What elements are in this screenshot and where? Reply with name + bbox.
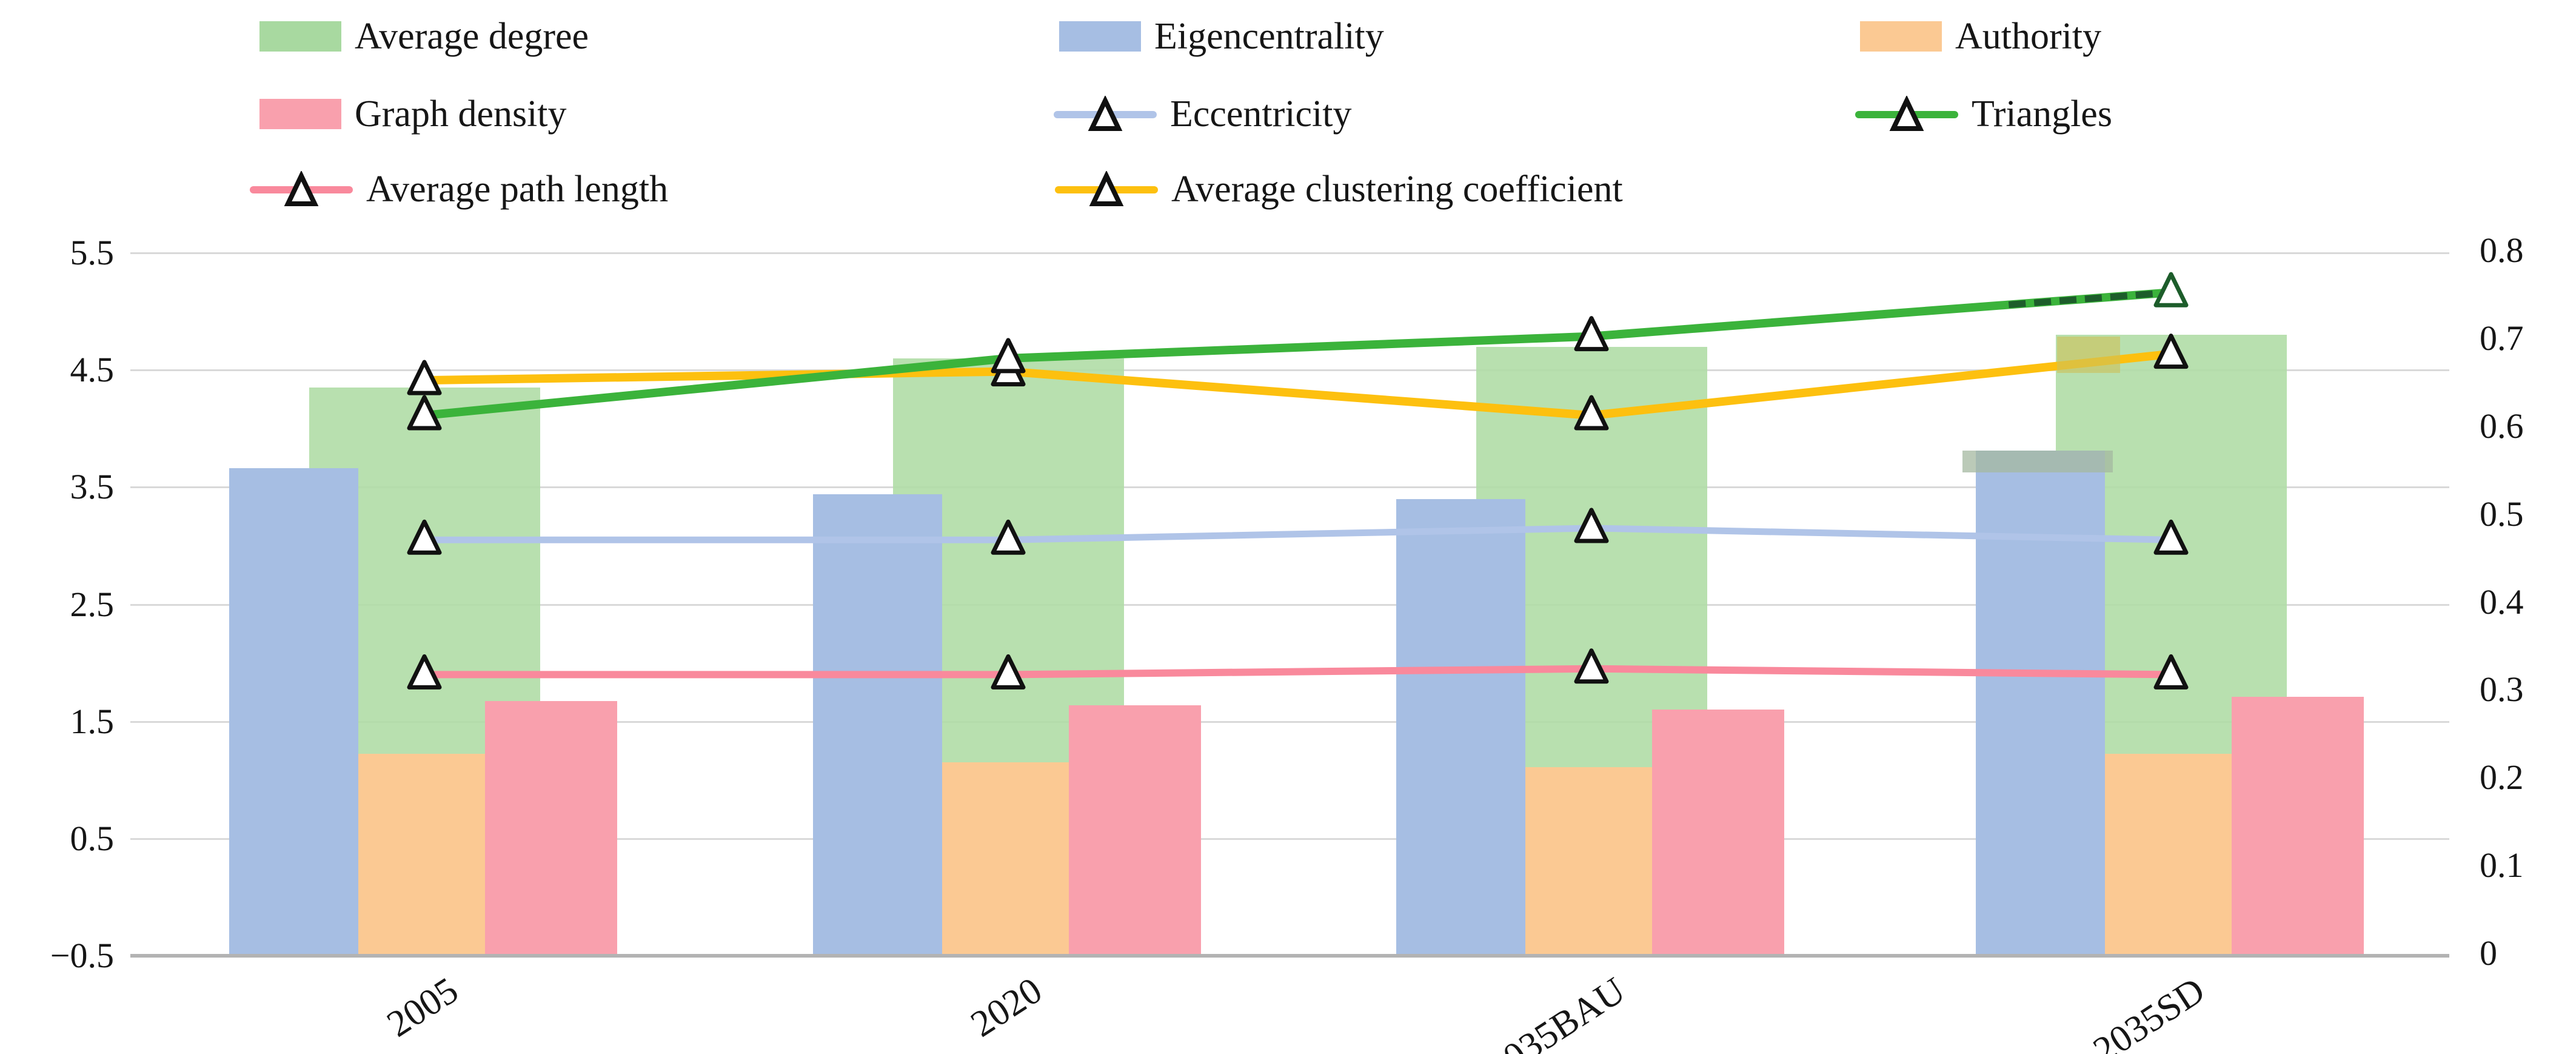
left-axis-tick: 3.5 bbox=[70, 467, 115, 507]
average-clustering-coefficient-line-marker-icon bbox=[1055, 170, 1158, 209]
right-axis-tick: 0.6 bbox=[2480, 406, 2524, 446]
bar-graph-density-2020 bbox=[1069, 705, 1201, 956]
eigencentrality-swatch-icon bbox=[1059, 21, 1141, 52]
legend-label: Graph density bbox=[355, 93, 567, 135]
marker-triangle-average-path-length-2035bau bbox=[1574, 648, 1609, 684]
gridline bbox=[130, 369, 2449, 372]
legend-label: Eccentricity bbox=[1170, 93, 1352, 135]
artifacts-layer bbox=[130, 253, 2449, 956]
x-axis-label-2020: 2020 bbox=[963, 969, 1049, 1046]
line-average-path-length bbox=[421, 665, 2175, 679]
marker-triangle-eccentricity-2020 bbox=[991, 519, 1026, 555]
authority-swatch-icon bbox=[1860, 21, 1942, 52]
line-average-clustering-coefficient bbox=[420, 349, 2175, 420]
marker-triangle-eccentricity-2005 bbox=[407, 519, 442, 555]
marker-triangle-average-clustering-coefficient-2035bau bbox=[1574, 395, 1609, 431]
bar-graph-density-2035sd bbox=[2232, 696, 2364, 956]
triangles-line-marker-icon bbox=[1855, 95, 1958, 133]
legend-label: Eigencentrality bbox=[1154, 15, 1384, 57]
gridline bbox=[130, 720, 2449, 723]
marker-triangle-average-path-length-2035sd bbox=[2153, 654, 2189, 690]
right-axis-tick: 0.8 bbox=[2480, 230, 2524, 270]
line-triangles bbox=[420, 288, 2175, 420]
sage-cap-artifact bbox=[1962, 451, 2113, 472]
left-axis-tick: 0.5 bbox=[70, 818, 115, 858]
legend-label: Average degree bbox=[355, 15, 589, 57]
legend-label: Average clustering coefficient bbox=[1171, 168, 1623, 210]
legend-item-average-degree: Average degree bbox=[259, 6, 589, 67]
legend-item-average-clustering-coefficient: Average clustering coefficient bbox=[1055, 159, 1623, 220]
x-axis-line bbox=[130, 954, 2449, 958]
marker-triangle-triangles-2035bau bbox=[1574, 316, 1609, 352]
bar-authority-2005 bbox=[358, 753, 485, 956]
bars-layer bbox=[130, 253, 2449, 956]
lines-layer bbox=[407, 272, 2189, 690]
left-axis-tick: 2.5 bbox=[70, 584, 115, 624]
left-axis-tick: 4.5 bbox=[70, 350, 115, 390]
marker-triangle-triangles-2020 bbox=[991, 338, 1026, 374]
bar-authority-2020 bbox=[942, 762, 1069, 956]
legend-label: Authority bbox=[1955, 15, 2102, 57]
marker-triangle-triangles-2005 bbox=[407, 395, 442, 431]
gridline bbox=[130, 252, 2449, 254]
average-degree-swatch-icon bbox=[259, 21, 341, 52]
bar-graph-density-2035bau bbox=[1652, 710, 1784, 956]
gridline bbox=[130, 837, 2449, 840]
x-axis-label-2035sd: 2035SD bbox=[2086, 969, 2212, 1054]
legend-item-eigencentrality: Eigencentrality bbox=[1059, 6, 1384, 67]
left-axis-tick: 5.5 bbox=[70, 233, 115, 272]
x-axis-label-2035bau: 2035BAU bbox=[1480, 969, 1633, 1054]
bar-graph-density-2005 bbox=[485, 700, 617, 956]
right-axis-tick: 0 bbox=[2480, 933, 2497, 973]
right-axis-tick: 0.1 bbox=[2480, 845, 2524, 885]
legend-label: Average path length bbox=[366, 168, 669, 210]
bar-authority-2035bau bbox=[1525, 767, 1652, 956]
line-eccentricity bbox=[421, 525, 2175, 543]
marker-triangle-triangles-2035sd bbox=[2153, 272, 2189, 307]
legend-item-eccentricity: Eccentricity bbox=[1054, 84, 1352, 144]
olive-highlight-artifact bbox=[2057, 337, 2120, 373]
bar-eigencentrality-2005 bbox=[229, 468, 358, 956]
marker-triangle-average-clustering-coefficient-2005 bbox=[407, 360, 442, 395]
plot-area bbox=[130, 252, 2449, 958]
right-axis-tick: 0.3 bbox=[2480, 670, 2524, 710]
legend-item-authority: Authority bbox=[1860, 6, 2101, 67]
legend-item-triangles: Triangles bbox=[1855, 84, 2112, 144]
left-axis-tick: −0.5 bbox=[50, 936, 114, 975]
bar-authority-2035sd bbox=[2105, 753, 2232, 956]
legend-item-average-path-length: Average path length bbox=[250, 159, 668, 220]
right-axis-tick: 0.5 bbox=[2480, 494, 2524, 534]
marker-triangle-average-path-length-2005 bbox=[407, 654, 442, 690]
right-axis-tick: 0.4 bbox=[2480, 582, 2524, 622]
bar-eigencentrality-2020 bbox=[813, 494, 942, 956]
gridline bbox=[130, 603, 2449, 606]
legend-item-graph-density: Graph density bbox=[259, 84, 567, 144]
eccentricity-line-marker-icon bbox=[1054, 95, 1157, 133]
right-axis-tick: 0.7 bbox=[2480, 318, 2524, 358]
marker-triangle-average-clustering-coefficient-2035sd bbox=[2153, 334, 2189, 369]
left-axis-tick: 1.5 bbox=[70, 701, 115, 741]
legend-label: Triangles bbox=[1972, 93, 2112, 135]
marker-triangle-average-path-length-2020 bbox=[991, 654, 1026, 690]
right-axis-tick: 0.2 bbox=[2480, 757, 2524, 797]
bar-eigencentrality-2035bau bbox=[1396, 498, 1525, 956]
gridline bbox=[130, 486, 2449, 489]
graph-density-swatch-icon bbox=[259, 99, 341, 129]
average-path-length-line-marker-icon bbox=[250, 170, 353, 209]
line-triangles-dashed-segment bbox=[2008, 289, 2172, 308]
marker-triangle-eccentricity-2035bau bbox=[1574, 508, 1609, 543]
marker-triangle-eccentricity-2035sd bbox=[2153, 519, 2189, 555]
x-axis-label-2005: 2005 bbox=[380, 969, 466, 1046]
